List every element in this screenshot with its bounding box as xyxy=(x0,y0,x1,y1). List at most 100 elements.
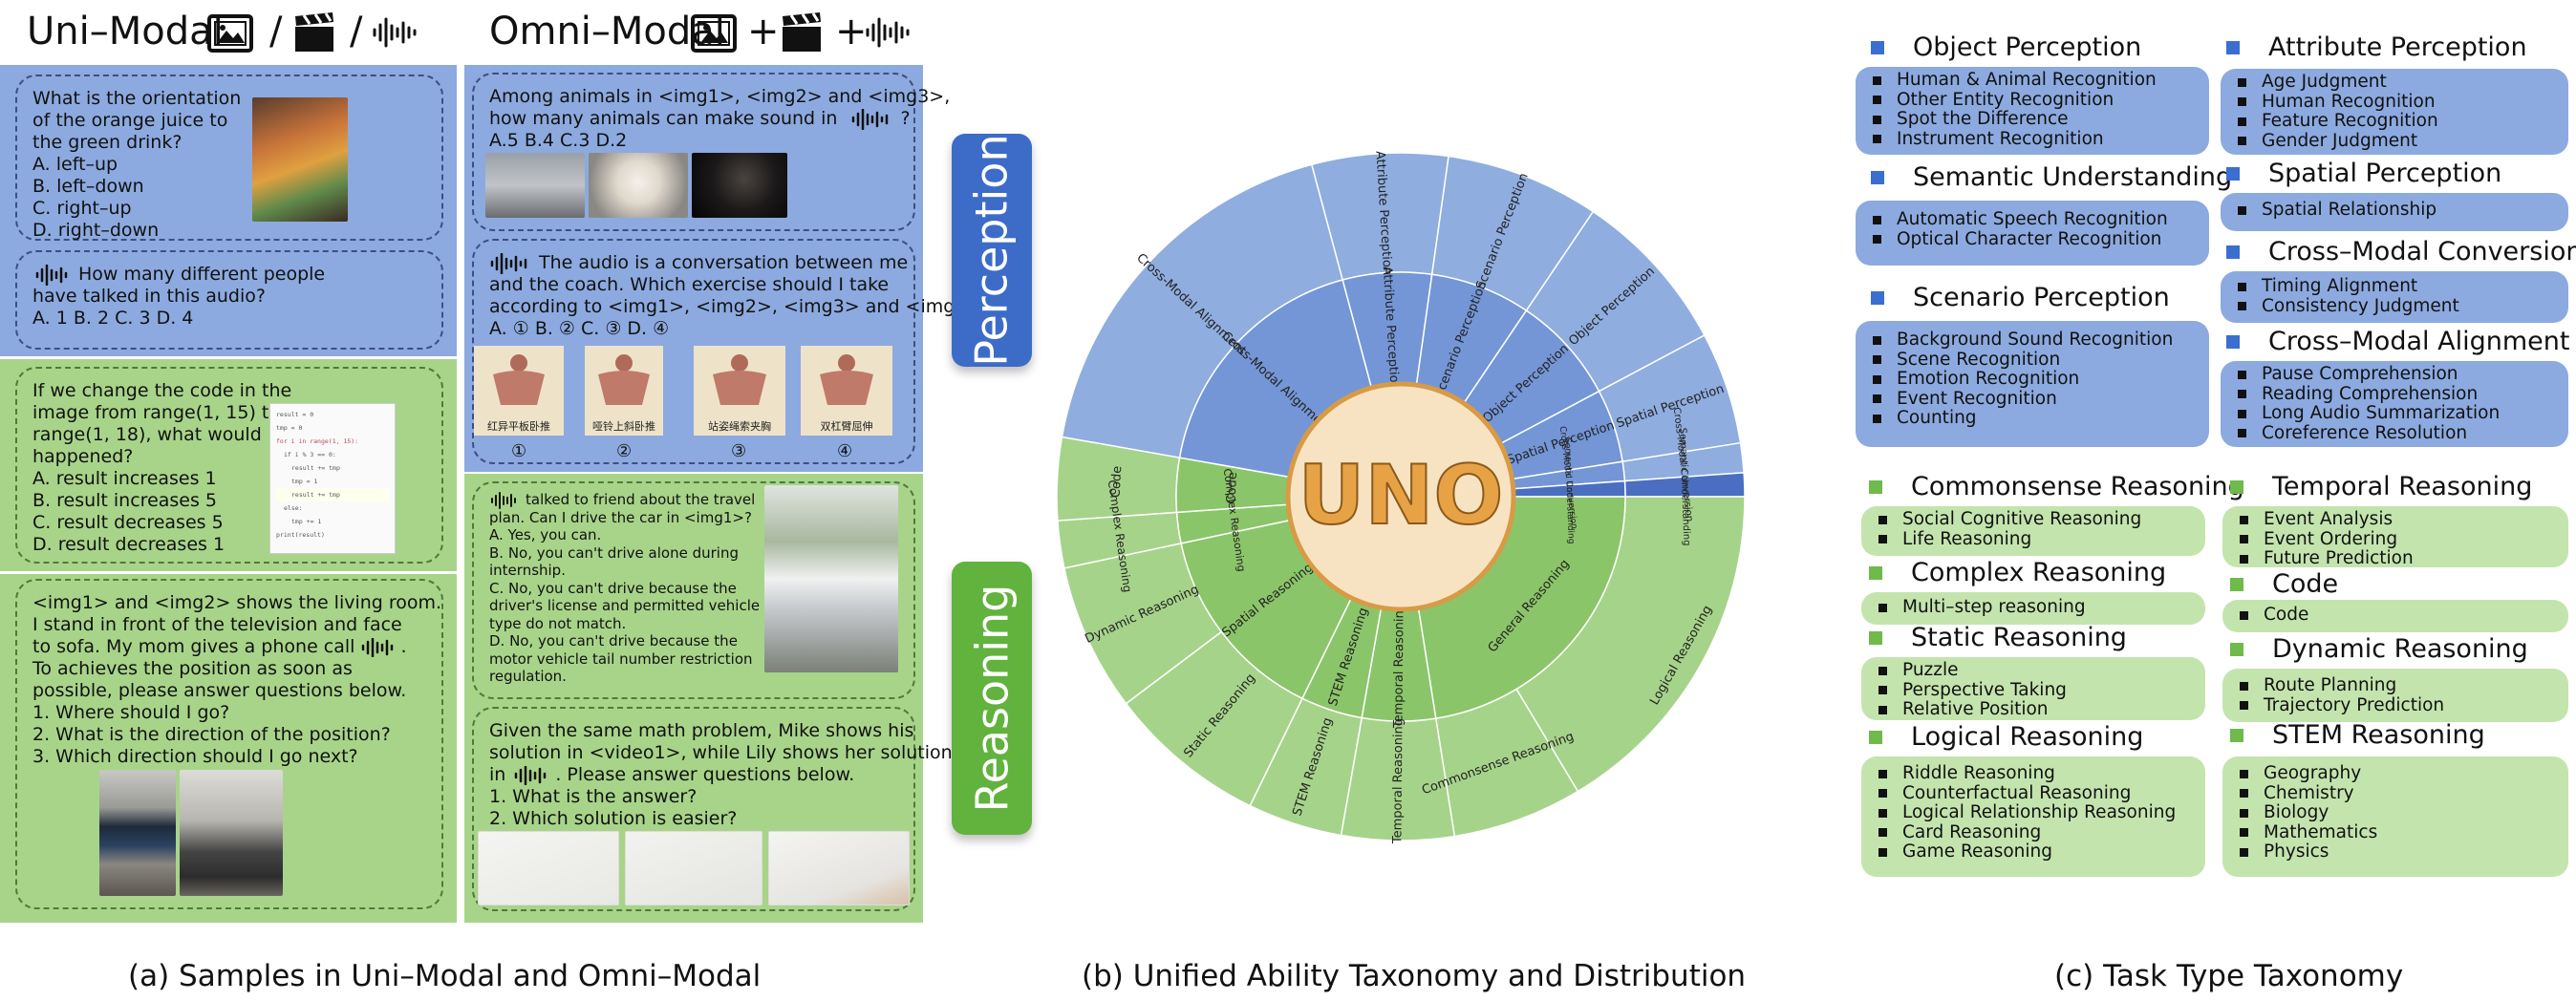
drinks-photo xyxy=(252,97,348,222)
question-line: have talked in this audio? xyxy=(32,286,266,307)
living-room-photo-2 xyxy=(180,770,283,896)
slash-separator: / xyxy=(269,10,283,53)
taxonomy-item: Human Recognition xyxy=(2230,92,2559,113)
perception-square-icon xyxy=(2226,166,2240,181)
question-text: How many different people xyxy=(78,264,326,285)
taxonomy-head-static: Static Reasoning xyxy=(1869,623,2127,652)
taxonomy-box-attribute: Age Judgment Human Recognition Feature R… xyxy=(2221,69,2568,155)
animal-photo-2 xyxy=(589,153,688,218)
question-line: in . Please answer questions below. xyxy=(489,764,898,786)
caption-b: (b) Unified Ability Taxonomy and Distrib… xyxy=(1082,959,1747,993)
reasoning-square-icon xyxy=(1869,730,1882,744)
question-line: the green drink? xyxy=(32,132,182,153)
taxonomy-item: Spatial Relationship xyxy=(2230,200,2559,221)
taxonomy-title: Code xyxy=(2272,569,2339,599)
taxonomy-item: Code xyxy=(2232,605,2559,626)
exercise-image-2: 哑铃上斜卧推 xyxy=(585,346,663,436)
taxonomy-title: Complex Reasoning xyxy=(1911,558,2167,587)
sunburst-outer-label: Temporal Reasoning xyxy=(1390,718,1406,844)
car-photo xyxy=(764,485,898,672)
question-line: If we change the code in the xyxy=(32,380,292,401)
code-line: result += tmp xyxy=(291,464,340,472)
question-line: I stand in front of the television and f… xyxy=(32,614,402,635)
exercise-number: ④ xyxy=(837,441,853,461)
slash-separator: / xyxy=(350,10,363,53)
taxonomy-item: Gender Judgment xyxy=(2230,131,2559,152)
option-line: C. No, you can't drive because the xyxy=(489,579,737,597)
question-text: The audio is a conversation between me xyxy=(539,252,909,273)
taxonomy-item: Biology xyxy=(2232,802,2559,823)
question-line: To achieves the position as soon as xyxy=(32,658,353,679)
taxonomy-item: Coreference Resolution xyxy=(2230,423,2559,444)
taxonomy-title: Attribute Perception xyxy=(2268,32,2527,62)
option-line: B. No, you can't drive alone during xyxy=(489,543,739,562)
option-line: A. left–up xyxy=(32,154,118,175)
taxonomy-item: Event Ordering xyxy=(2232,529,2559,550)
question-line: 1. What is the answer? xyxy=(489,786,698,807)
question-text: . Please answer questions below. xyxy=(555,764,855,785)
taxonomy-item: Feature Recognition xyxy=(2230,111,2559,132)
taxonomy-title: STEM Reasoning xyxy=(2272,720,2485,750)
taxonomy-title: Semantic Understanding xyxy=(1913,162,2233,192)
taxonomy-item: Puzzle xyxy=(1871,660,2196,681)
taxonomy-item: Automatic Speech Recognition xyxy=(1865,209,2200,230)
taxonomy-item: Spot the Difference xyxy=(1865,109,2200,130)
taxonomy-head-object: Object Perception xyxy=(1871,32,2141,62)
taxonomy-item: Human & Animal Recognition xyxy=(1865,70,2200,91)
perception-square-icon xyxy=(1871,290,1884,305)
audio-wave-icon xyxy=(373,17,417,48)
taxonomy-item: Other Entity Recognition xyxy=(1865,90,2200,111)
code-line: tmp = 0 xyxy=(276,424,303,432)
taxonomy-box-dynamic: Route Planning Trajectory Prediction xyxy=(2222,669,2568,722)
taxonomy-item: Route Planning xyxy=(2232,675,2559,696)
taxonomy-title: Scenario Perception xyxy=(1913,283,2170,312)
taxonomy-title: Static Reasoning xyxy=(1911,623,2127,652)
taxonomy-head-attribute: Attribute Perception xyxy=(2226,32,2527,62)
perception-label-box: Perception xyxy=(952,134,1032,367)
sunburst-inner-label: Semantic Understanding xyxy=(1562,437,1576,544)
sample-card-code: If we change the code in the image from … xyxy=(15,367,443,564)
omni-modal-title: Omni–Modal xyxy=(489,10,725,53)
reasoning-square-icon xyxy=(2230,728,2243,742)
option-line: D. No, you can't drive because the xyxy=(489,632,738,650)
taxonomy-head-stem: STEM Reasoning xyxy=(2230,720,2485,750)
math-video-frame-1 xyxy=(478,831,619,905)
taxonomy-item: Age Judgment xyxy=(2230,72,2559,93)
sunburst-chart: Cross-Modal Alignment Attribute Perceptio… xyxy=(1056,151,1746,844)
taxonomy-title: Spatial Perception xyxy=(2268,159,2502,188)
plus-sign: + xyxy=(747,10,780,53)
taxonomy-item: Emotion Recognition xyxy=(1865,369,2200,390)
image-icon xyxy=(207,14,253,53)
taxonomy-item: Trajectory Prediction xyxy=(2232,695,2559,716)
taxonomy-item: Social Cognitive Reasoning xyxy=(1871,509,2196,530)
sample-card-exercise: The audio is a conversation between me a… xyxy=(472,239,991,464)
sample-card-math: Given the same math problem, Mike shows … xyxy=(472,707,953,911)
sample-card-orientation: What is the orientation of the orange ju… xyxy=(15,75,443,241)
exercise-label: 双杠臂屈伸 xyxy=(820,420,873,433)
taxonomy-item: Physics xyxy=(2232,841,2559,863)
taxonomy-item: Card Reasoning xyxy=(1871,822,2196,843)
question-text: in xyxy=(489,764,506,785)
taxonomy-item: Logical Relationship Reasoning xyxy=(1871,802,2196,823)
perception-square-icon xyxy=(2226,245,2240,259)
code-line: result += tmp xyxy=(276,488,389,501)
option-line: C. result decreases 5 xyxy=(32,512,224,533)
question-line: talked to friend about the travel xyxy=(489,491,898,509)
reasoning-label: Reasoning xyxy=(966,584,1019,813)
code-line: result = 0 xyxy=(276,411,314,418)
code-line: print(result) xyxy=(276,531,325,539)
exercise-number: ③ xyxy=(731,441,747,461)
sunburst-outer-label: Semantic Understanding xyxy=(1677,428,1691,546)
question-line: range(1, 18), what would xyxy=(32,424,262,445)
taxonomy-box-logical: Riddle Reasoning Counterfactual Reasonin… xyxy=(1861,756,2205,877)
sunburst-inner-label: Temporal Reasoning xyxy=(1391,603,1406,729)
taxonomy-box-object: Human & Animal Recognition Other Entity … xyxy=(1856,67,2209,155)
perception-square-icon xyxy=(2226,334,2240,349)
sample-card-speakers: How many different people have talked in… xyxy=(15,250,443,350)
code-line: if i % 3 == 0: xyxy=(284,451,336,458)
question-line: and the coach. Which exercise should I t… xyxy=(489,274,890,295)
taxonomy-box-semantic: Automatic Speech Recognition Optical Cha… xyxy=(1856,201,2209,266)
option-line: D. result decreases 1 xyxy=(32,534,225,555)
question-text: to sofa. My mom gives a phone call xyxy=(32,636,355,657)
reasoning-square-icon xyxy=(2230,642,2243,656)
